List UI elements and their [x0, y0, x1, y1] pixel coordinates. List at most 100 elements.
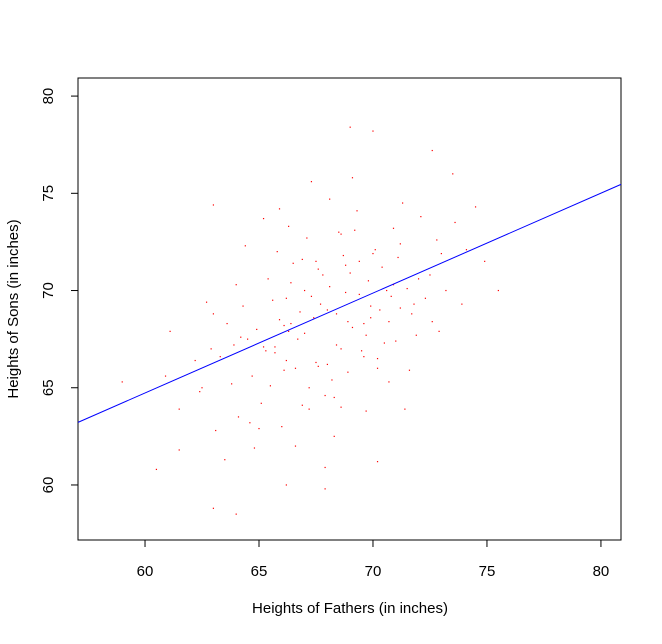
point	[164, 375, 167, 377]
point	[169, 330, 171, 332]
point	[299, 311, 301, 313]
point	[461, 303, 463, 305]
point	[351, 326, 354, 329]
point	[431, 321, 433, 323]
point	[358, 293, 360, 296]
point	[326, 309, 328, 311]
point	[340, 406, 342, 408]
point	[484, 260, 486, 262]
point	[349, 272, 351, 274]
point	[347, 371, 349, 373]
point	[226, 322, 228, 325]
point	[274, 352, 276, 354]
point	[290, 322, 292, 325]
point	[365, 334, 367, 336]
point	[454, 221, 456, 224]
point	[249, 422, 251, 424]
y-axis-label: Heights of Sons (in inches)	[5, 219, 22, 398]
y-tick-label: 70	[40, 282, 57, 299]
point	[465, 249, 468, 251]
point	[452, 173, 454, 175]
point	[322, 274, 324, 276]
point	[360, 350, 363, 352]
point	[386, 289, 388, 292]
point	[431, 149, 433, 152]
point	[331, 379, 333, 381]
point	[267, 278, 269, 280]
y-tick-label: 80	[40, 88, 57, 105]
point	[285, 484, 287, 486]
point	[301, 404, 303, 406]
point	[381, 266, 383, 268]
point	[417, 278, 420, 280]
point	[395, 340, 397, 342]
point	[440, 252, 442, 255]
point	[303, 332, 306, 334]
point	[415, 334, 417, 336]
point	[240, 336, 242, 338]
point	[345, 291, 347, 294]
point	[290, 282, 292, 284]
y-tick-label: 60	[40, 477, 57, 494]
point	[383, 342, 385, 344]
point	[205, 301, 208, 303]
point	[297, 338, 299, 340]
point	[408, 369, 411, 371]
point	[288, 225, 290, 227]
point	[315, 361, 317, 364]
point	[288, 330, 290, 332]
point	[438, 330, 440, 332]
point	[212, 313, 215, 315]
point	[242, 305, 244, 307]
regression-line	[77, 183, 622, 423]
point	[294, 367, 297, 369]
point	[388, 381, 390, 383]
point	[294, 445, 297, 447]
point	[324, 394, 326, 397]
point	[397, 256, 399, 259]
point	[356, 210, 358, 212]
point	[402, 202, 404, 204]
point	[392, 227, 395, 229]
point	[436, 239, 438, 241]
point	[285, 297, 287, 299]
point	[178, 408, 180, 410]
point	[272, 299, 274, 301]
point	[345, 264, 347, 266]
point	[333, 435, 335, 437]
point	[247, 338, 249, 340]
point	[262, 217, 265, 220]
point	[497, 289, 499, 292]
point	[315, 260, 317, 262]
point	[399, 243, 401, 245]
x-axis-label: Heights of Fathers (in inches)	[252, 600, 448, 617]
point	[278, 319, 281, 321]
point	[231, 383, 233, 385]
point	[210, 348, 212, 350]
point	[354, 229, 356, 231]
point	[374, 249, 376, 251]
point	[244, 245, 246, 247]
y-tick-label: 65	[40, 379, 57, 396]
point	[283, 324, 285, 327]
point	[349, 126, 351, 128]
point	[235, 284, 237, 286]
point	[317, 365, 319, 367]
point	[411, 313, 413, 315]
point	[424, 297, 427, 299]
point	[413, 303, 415, 305]
point	[278, 208, 281, 210]
point	[429, 274, 431, 276]
point	[212, 507, 215, 509]
point	[319, 303, 322, 305]
point	[317, 268, 319, 270]
point	[258, 427, 260, 430]
point	[392, 284, 395, 286]
point	[363, 322, 365, 325]
point	[358, 260, 360, 262]
point	[342, 254, 344, 257]
point	[313, 317, 315, 319]
point	[390, 295, 392, 297]
